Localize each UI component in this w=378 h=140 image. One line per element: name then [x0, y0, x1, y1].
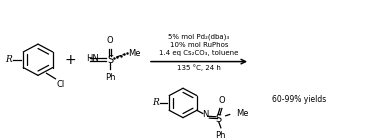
Text: N: N	[202, 110, 208, 119]
Text: R: R	[5, 55, 12, 64]
Text: 135 °C, 24 h: 135 °C, 24 h	[177, 64, 221, 71]
Text: HN: HN	[86, 54, 99, 63]
Text: O: O	[218, 96, 225, 105]
Text: Me: Me	[236, 108, 248, 118]
Text: 10% mol RuPhos: 10% mol RuPhos	[170, 42, 228, 48]
Text: 60-99% yields: 60-99% yields	[272, 95, 326, 104]
Text: Cl: Cl	[56, 80, 65, 89]
Text: Ph: Ph	[105, 73, 115, 82]
Text: S: S	[216, 114, 222, 124]
Text: +: +	[64, 53, 76, 67]
Text: 5% mol Pd₂(dba)₃: 5% mol Pd₂(dba)₃	[169, 33, 229, 39]
Text: R: R	[152, 98, 159, 108]
Text: Me: Me	[128, 49, 141, 58]
Text: 1.4 eq Cs₂CO₃, toluene: 1.4 eq Cs₂CO₃, toluene	[159, 50, 239, 56]
Text: Ph: Ph	[215, 131, 226, 140]
Text: S: S	[107, 55, 113, 65]
Text: O: O	[107, 36, 113, 45]
